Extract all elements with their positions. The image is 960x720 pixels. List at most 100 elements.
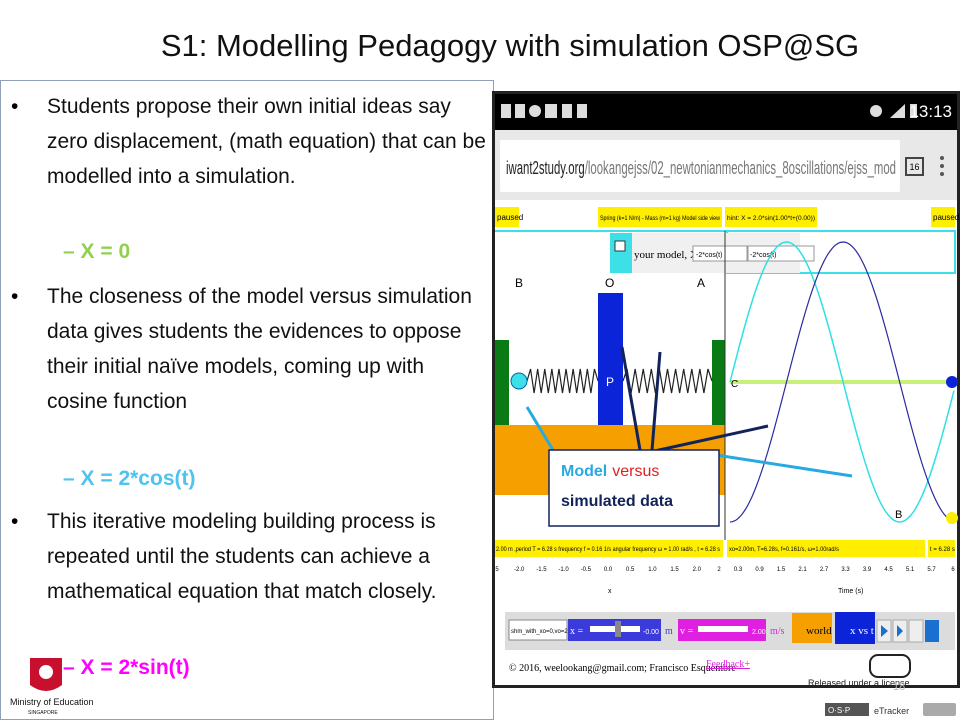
sub-bullet: – X = 2*cos(t) (63, 467, 196, 490)
sub-bullet: – X = 2*sin(t) (63, 656, 190, 679)
arrow (650, 351, 662, 451)
bullet-dot: • (11, 95, 19, 118)
osp-text: O·S·P (828, 706, 850, 715)
text-box: • Students propose their own initial ide… (0, 80, 494, 720)
v-slider[interactable] (698, 626, 748, 632)
icon (529, 105, 541, 117)
tab-count: 16 (909, 162, 919, 172)
x-tick-label: 2 (717, 567, 721, 573)
checkbox[interactable] (614, 240, 626, 252)
icon (870, 105, 882, 117)
icon (910, 104, 917, 118)
hint: hint: X = 2.0*sin(1.00*t+(0.00)) (727, 216, 815, 222)
t-tick-label: 0.3 (734, 567, 743, 573)
x-unit: m (665, 626, 673, 637)
status-box (931, 207, 955, 227)
callout-model: Model (561, 463, 607, 480)
sub-bullet-text: X = 2*cos(t) (80, 467, 196, 490)
world-toggle[interactable] (792, 613, 832, 643)
tab-button[interactable] (905, 157, 924, 176)
status-time: 13:13 (909, 102, 952, 121)
origin-mark: C (731, 379, 738, 390)
tracker-text: eTracker (874, 706, 909, 716)
v-value: 2.00 (752, 629, 766, 636)
model-label: your model, X = (634, 249, 707, 261)
model-input[interactable] (747, 245, 815, 262)
url: iwant2study.org/lookangejss/02_newtonian… (506, 158, 896, 179)
panel-title-box (598, 207, 722, 227)
callout-simulated: simulated data (561, 493, 673, 510)
t-tick-label: 0.9 (755, 567, 764, 573)
bullet-text: Students propose their own initial ideas… (47, 95, 486, 188)
x-tick-label: 5 (495, 567, 499, 573)
model-select[interactable] (692, 245, 748, 262)
moe-logo: Ministry of Education SINGAPORE (10, 658, 94, 716)
panel-title: Spring (k=1 N/m) - Mass (m=1 kg) Model s… (600, 216, 721, 222)
slider-thumb[interactable] (615, 621, 621, 637)
sub-bullet: – X = 0 (63, 240, 131, 263)
position-label: A (697, 276, 705, 290)
t-tick-label: 5.7 (927, 567, 936, 573)
t-tick-label: 3.3 (841, 567, 850, 573)
v-field: v = (680, 626, 694, 637)
preset-select[interactable] (508, 619, 568, 641)
t-tick-label: 2.7 (820, 567, 829, 573)
t-tick-label: 5.1 (906, 567, 915, 573)
arrow (649, 424, 769, 454)
x-tick-label: 0.5 (626, 567, 635, 573)
callout-box (548, 449, 720, 527)
v-unit: m/s (770, 626, 785, 637)
button-icons (881, 625, 903, 637)
cc-badge (869, 654, 911, 678)
x-tick-label: 2.0 (693, 567, 702, 573)
model-curve (729, 241, 955, 523)
icon (890, 104, 905, 118)
info-box (495, 540, 723, 557)
info-left: 2.00 m ,period T = 6.28 s frequency f = … (496, 547, 720, 553)
model-toggle (610, 233, 632, 273)
x-tick-label: -1.0 (558, 567, 569, 573)
callout-arrows (525, 346, 853, 478)
fullscreen[interactable] (925, 620, 939, 642)
menu-button[interactable] (940, 156, 944, 176)
icon (577, 104, 587, 118)
bullet-dot: • (11, 285, 19, 308)
graph-dot (946, 376, 958, 388)
bullet-dot: • (11, 510, 19, 533)
mass (598, 293, 623, 425)
callout-line: Model versus (561, 463, 659, 480)
t-axis-label: Time (s) (838, 588, 863, 595)
x-value: -0.00 (643, 629, 659, 636)
bullet-text: The closeness of the model versus simula… (47, 285, 472, 413)
preset: shm_with_xo=0,vo=2 (511, 629, 568, 635)
status-right: paused (933, 213, 959, 222)
url-path: /lookangejss/02_newtonianmechanics_8osci… (585, 158, 896, 179)
crest-emblem (39, 665, 53, 679)
x-tick-label: -2.0 (514, 567, 525, 573)
t-tick-label: 6 (951, 567, 955, 573)
arrow (525, 406, 558, 456)
x-field: x = (570, 626, 584, 637)
license: Released under a license (808, 678, 910, 688)
status-icons (501, 104, 917, 118)
x-tick-label: 1.0 (648, 567, 657, 573)
xvst-toggle[interactable] (835, 612, 875, 644)
wall (495, 340, 509, 425)
graph-point: B (895, 509, 902, 521)
position-label: O (605, 276, 614, 290)
time-display: t = 6.28 s (930, 547, 955, 553)
t-ticks: 0.3 0.9 1.5 2.1 2.7 3.3 3.9 4.5 5.1 5.7 6 (734, 567, 956, 573)
x-tick-label: 0.0 (604, 567, 613, 573)
player-buttons (876, 619, 939, 643)
feedback-link[interactable]: Feedback+ (706, 659, 750, 670)
reset[interactable] (908, 619, 924, 643)
info-box (727, 540, 925, 557)
mass-label: P (606, 375, 614, 389)
cc-logo (923, 703, 956, 716)
arrow (715, 453, 853, 478)
url-box[interactable] (500, 140, 900, 192)
icon (515, 104, 525, 118)
spring (622, 368, 713, 394)
ball (510, 372, 528, 390)
